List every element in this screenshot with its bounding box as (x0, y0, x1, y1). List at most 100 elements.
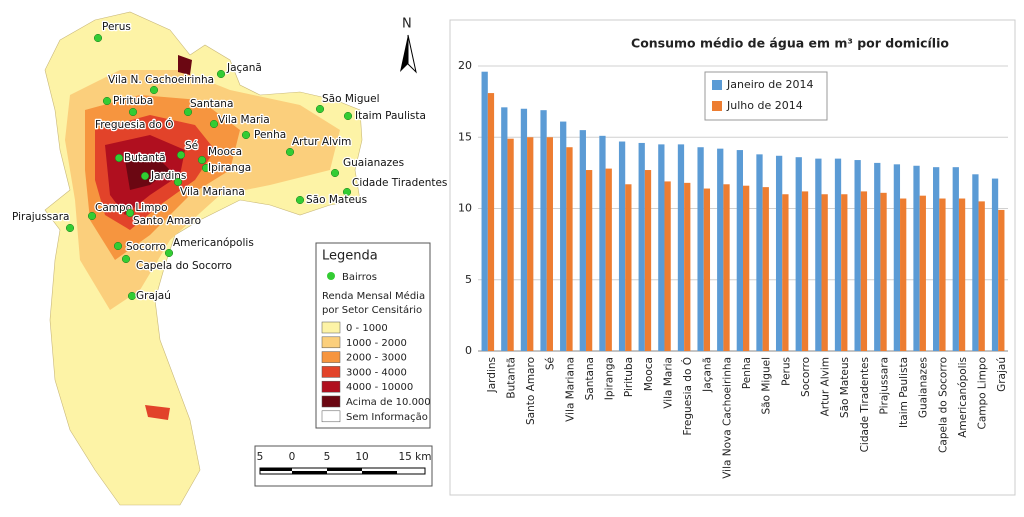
bar (599, 135, 606, 351)
income-patch (145, 405, 170, 420)
x-tick-label: Americanópolis (957, 357, 969, 438)
bar (540, 110, 547, 351)
x-tick-label: Artur Alvim (820, 357, 832, 416)
bar (952, 167, 959, 351)
scale-label: 5 (257, 451, 264, 463)
north-label: N (402, 17, 412, 32)
x-tick-label: Ipiranga (604, 357, 616, 400)
bairro-label: Socorro (126, 241, 166, 253)
bar (717, 148, 724, 351)
legend-swatch (321, 336, 341, 349)
bar (684, 182, 691, 351)
x-tick-label: Butantã (505, 357, 517, 399)
scale-seg (362, 471, 397, 474)
legend-swatch (321, 351, 341, 363)
x-tick-label: Sé (545, 357, 557, 370)
bairro-label: Penha (254, 129, 286, 141)
bairro-label: Pirajussara (12, 211, 69, 223)
bar (978, 201, 985, 351)
bairro-point (343, 111, 353, 121)
x-tick-label: Jaçanã (702, 357, 714, 393)
y-tick-label: 10 (458, 202, 472, 215)
bar (933, 167, 940, 351)
bar (854, 160, 861, 351)
chart-title: Consumo médio de água em m³ por domicíli… (631, 36, 949, 51)
legend-swatch (321, 380, 341, 393)
x-tick-label: Campo Limpo (977, 357, 989, 430)
bar (782, 194, 789, 351)
bar (618, 141, 626, 351)
x-tick-label: Itaim Paulista (898, 357, 910, 428)
legend-label: 1000 - 2000 (346, 338, 407, 349)
bairro-point (342, 187, 352, 197)
bairro-point (93, 33, 103, 43)
x-tick-label: Santana (584, 357, 596, 400)
x-tick-label: Grajaú (996, 357, 1008, 392)
bar (900, 198, 907, 351)
x-tick-label: Freguesia do Ó (681, 357, 694, 435)
bar (743, 185, 750, 351)
bairro-point (216, 69, 226, 79)
bairro-point (241, 130, 251, 140)
bar (913, 165, 920, 351)
bairro-point (201, 163, 211, 173)
bar (566, 147, 573, 351)
scale-seg (327, 468, 362, 471)
scale-bar (254, 445, 433, 487)
north-arrow-right (407, 34, 417, 74)
x-tick-label: São Mateus (839, 357, 851, 418)
bairro-label: Itaim Paulista (355, 110, 426, 122)
legend-label: Sem Informação (346, 412, 428, 423)
bar (775, 155, 783, 351)
bar (795, 157, 802, 351)
x-tick-label: Perus (780, 357, 792, 386)
legend-label: 4000 - 10000 (346, 382, 413, 393)
legend-label: 0 - 1000 (346, 323, 388, 334)
bar (664, 181, 671, 351)
bairro-point (102, 96, 112, 106)
bar (919, 195, 926, 351)
legend-swatch (321, 395, 341, 408)
bar (658, 144, 665, 351)
x-tick-label: Vila Mariana (564, 357, 576, 422)
bairro-point (128, 107, 138, 117)
scale-label: 15 km (398, 451, 431, 463)
bairro-point (87, 211, 97, 221)
map: N Legenda Bairros Renda Mensal Média por… (11, 11, 449, 506)
bar (815, 158, 822, 351)
bairro-label: Pirituba (113, 95, 153, 107)
bar (501, 107, 508, 351)
bar (756, 154, 763, 351)
x-tick-label: Vila Nova Cachoeirinha (721, 357, 733, 479)
x-tick-label: Guaianazes (918, 357, 930, 418)
bar (481, 71, 488, 351)
bairro-label: Grajaú (136, 290, 171, 302)
bar (834, 158, 842, 351)
bairro-label: Artur Alvim (292, 136, 351, 148)
bairro-point (176, 150, 186, 160)
bar (939, 198, 946, 351)
bairro-point (65, 223, 75, 233)
x-tick-label: Vila Maria (662, 357, 674, 409)
bairro-point (285, 147, 295, 157)
north-arrow: N (400, 17, 417, 74)
income-above-10000 (125, 55, 192, 190)
legend-label: 3000 - 4000 (346, 367, 407, 378)
bairro-label: Campo Limpo (95, 202, 168, 214)
bairro-label: Perus (102, 21, 131, 33)
bar (677, 144, 685, 351)
legend-swatch (712, 101, 722, 111)
north-arrow-left (400, 35, 408, 72)
x-tick-label: Pirajussara (878, 357, 890, 414)
bar (605, 168, 612, 351)
bar (991, 178, 999, 351)
bar (762, 187, 769, 351)
scale-box (254, 445, 433, 487)
bairro-label: Santana (190, 98, 233, 110)
bairro-point (149, 85, 159, 95)
bairro-label: Butantã (124, 152, 166, 164)
bar (821, 194, 828, 351)
chart-frame (449, 19, 1016, 496)
legend-point-label: Bairros (342, 272, 377, 283)
bairro-label: Freguesia do Ó (95, 118, 173, 131)
